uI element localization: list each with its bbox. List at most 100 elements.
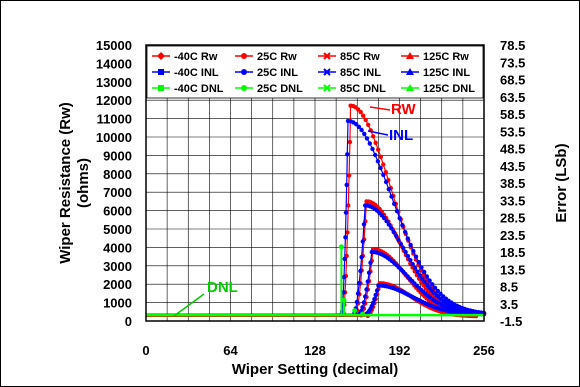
series-point-4 (422, 269, 427, 275)
legend-label: 125C INL (423, 67, 470, 79)
y-right-axis-title: Error (LSb) (553, 143, 570, 222)
series-point-4 (424, 274, 430, 279)
series-point-0 (346, 173, 352, 178)
series-point-7 (374, 288, 380, 293)
series-point-1 (421, 283, 426, 288)
series-point-7 (373, 292, 378, 298)
dnl-spike-point (352, 308, 358, 314)
y-right-tick-label: 53.5 (500, 124, 525, 139)
series-point-5 (360, 239, 365, 244)
series-point-5 (358, 268, 363, 274)
series-point-4 (432, 285, 438, 290)
inl-annotation-pointer (367, 130, 389, 136)
series-point-4 (435, 288, 440, 294)
y-left-tick-label: 0 (125, 314, 132, 329)
y-right-ticks: -1.5 3.5 8.5 13.5 18.5 23.5 28.5 33.5 38.5 43.5 48… (500, 38, 525, 329)
dnl-annotation-pointer (173, 293, 205, 317)
legend-label: 25C INL (257, 67, 298, 79)
legend-marker (158, 85, 164, 91)
legend-label: 125C DNL (423, 83, 475, 95)
series-point-5 (412, 265, 418, 271)
y-left-tick-label: 2000 (103, 277, 132, 292)
y-right-tick-label: 38.5 (500, 176, 525, 191)
series-point-0 (363, 117, 368, 123)
y-right-tick-label: 3.5 (500, 297, 518, 312)
series-point-5 (405, 254, 411, 259)
series-point-7 (370, 300, 376, 306)
series-point-0 (371, 134, 376, 139)
series-point-4 (343, 235, 348, 240)
dnl-annotation: DNL (207, 279, 238, 296)
series-point-0 (361, 113, 366, 118)
series-point-0 (378, 154, 383, 160)
legend-label: -40C Rw (174, 51, 218, 63)
annotations: RW INL DNL (173, 101, 417, 317)
y-right-tick-label: 48.5 (500, 142, 525, 157)
legend-label: 85C Rw (340, 51, 380, 63)
rw-annotation-pointer (369, 106, 391, 111)
dnl-spike-point (341, 297, 347, 303)
y-right-tick-label: 18.5 (500, 245, 525, 260)
series-point-5 (391, 229, 396, 235)
y-left-tick-label: 9000 (103, 148, 132, 163)
series-point-6 (365, 279, 370, 284)
series-point-5 (403, 249, 408, 255)
series-point-5 (361, 222, 367, 227)
series-point-4 (386, 187, 391, 192)
series-point-5 (382, 215, 387, 221)
series-point-4 (362, 131, 367, 137)
series-point-4 (344, 182, 349, 188)
series-point-5 (410, 262, 415, 267)
y-right-tick-label: 68.5 (500, 73, 525, 88)
y-left-axis-title: Wiper Resistance (Rw) (57, 102, 74, 264)
x-tick-label: 256 (473, 343, 495, 358)
series-point-4 (359, 127, 364, 133)
series-point-6 (364, 287, 369, 292)
y-left-tick-label: 15000 (96, 38, 132, 53)
series-point-4 (383, 179, 389, 185)
series-point-5 (355, 291, 361, 296)
legend-marker (241, 53, 247, 59)
series-point-4 (405, 236, 410, 241)
legend-label: 25C Rw (257, 51, 297, 63)
series-point-4 (342, 256, 347, 262)
series-point-5 (389, 226, 394, 231)
legend-marker (158, 69, 164, 75)
series-point-0 (381, 162, 386, 167)
series-point-5 (401, 245, 406, 251)
series-point-4 (394, 208, 400, 214)
series-point-0 (373, 140, 378, 145)
series-point-4 (375, 159, 381, 164)
series-point-1 (419, 279, 424, 285)
y-left-axis-unit: (ohms) (75, 158, 92, 208)
y-right-tick-label: 28.5 (500, 211, 525, 226)
y-left-tick-label: 14000 (96, 56, 132, 71)
y-left-tick-label: 11000 (97, 112, 132, 127)
legend-marker (406, 84, 414, 91)
series-point-0 (345, 230, 350, 235)
series-point-4 (370, 146, 375, 152)
series-point-4 (343, 210, 349, 215)
y-left-tick-label: 1000 (103, 296, 132, 311)
series-point-4 (389, 194, 394, 199)
y-right-tick-label: 73.5 (500, 55, 525, 70)
series-point-4 (400, 223, 405, 228)
legend-marker (241, 69, 247, 75)
series-point-6 (366, 270, 372, 275)
series-point-4 (364, 136, 370, 141)
x-axis-title: Wiper Setting (decimal) (232, 361, 399, 378)
y-left-tick-label: 10000 (96, 130, 132, 145)
series-point-4 (356, 124, 362, 129)
series-point-0 (358, 109, 363, 115)
inl-annotation: INL (389, 127, 413, 144)
legend-marker (323, 84, 331, 92)
y-left-tick-label: 3000 (103, 259, 132, 274)
series-point-0 (376, 147, 381, 152)
y-right-tick-label: 8.5 (500, 280, 518, 295)
legend-label: -40C DNL (174, 83, 224, 95)
series-point-7 (372, 297, 377, 302)
legend-marker (406, 52, 414, 59)
legend-marker (323, 52, 331, 60)
y-left-tick-label: 13000 (96, 75, 132, 90)
y-right-tick-label: 43.5 (500, 159, 525, 174)
